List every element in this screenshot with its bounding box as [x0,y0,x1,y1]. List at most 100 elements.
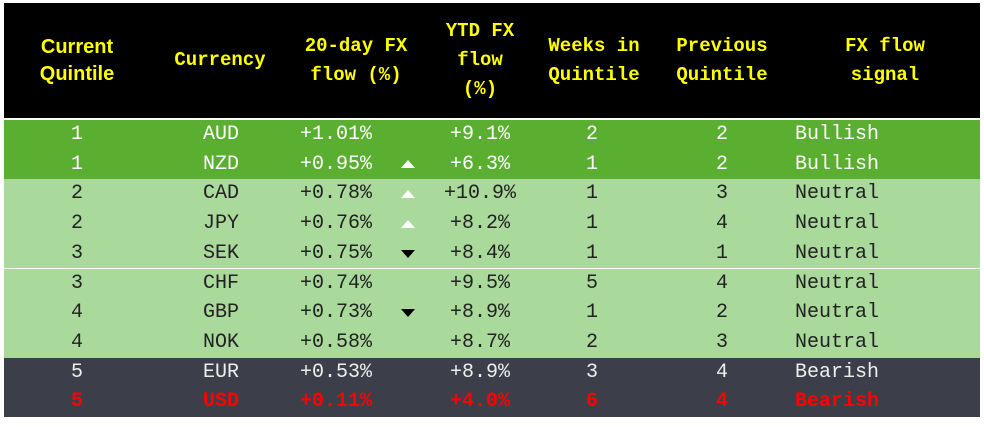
table-cell: GBP [202,301,239,325]
table-row: 5 EUR +0.53% +8.9% 3 4 Bearish [4,357,980,388]
table-cell: 3 [70,271,83,295]
header-text: flow [457,49,503,71]
table-row: 5 USD +0.11% +4.0% 6 4 Bearish [4,387,980,417]
table-cell: +9.5% [449,271,510,295]
table-cell: Neutral [795,301,880,325]
table-row: 4 NOK +0.58% +8.7% 2 3 Neutral [4,327,980,358]
table-cell: USD [202,390,239,414]
table-cell: 5 [585,271,598,295]
table-cell: Bearish [795,360,880,384]
table-cell: 4 [70,301,83,325]
table-cell: 2 [70,182,83,206]
table-row: 3 CHF +0.74% +9.5% 5 4 Neutral [4,268,980,299]
table-row: 2 CAD +0.78% +10.9% 1 3 Neutral [4,179,980,210]
table-cell: +1.01% [300,123,373,146]
table-row: 2 JPY +0.76% +8.2% 1 4 Neutral [4,209,980,239]
table-cell: +0.73% [300,301,373,325]
table-cell: +0.95% [300,152,373,176]
table-cell: +4.0% [449,390,510,414]
table-cell: +9.1% [449,123,510,146]
table-cell: NOK [202,330,239,354]
table-cell: +0.58% [300,330,373,354]
header-text: YTD FX [445,20,515,42]
header-cell: Previous Quintile [654,3,790,118]
table-cell: 2 [70,212,83,236]
header-cell: Currency [150,3,290,118]
table-cell: Neutral [795,182,880,206]
table-cell: +0.76% [300,212,373,236]
table-cell: 1 [585,241,598,265]
header-text: Current [40,35,114,58]
table-cell: +8.2% [449,212,510,236]
table-cell: +0.78% [300,182,373,206]
down-arrow [401,250,415,258]
table-cell: JPY [202,212,239,236]
table-cell: +8.4% [449,241,510,265]
table-cell: 1 [715,241,728,265]
table-cell: 5 [70,360,83,384]
table-cell: +0.53% [300,360,373,384]
header-text: flow (%) [310,63,402,86]
up-arrow [401,220,415,228]
table-cell: 6 [585,390,598,414]
header-cell: YTD FX flow (%) [426,3,534,118]
header-text: Quintile [548,63,640,86]
table-cell: +0.75% [300,241,373,265]
table-row: 1 NZD +0.95% +6.3% 1 2 Bullish [4,149,980,180]
table-cell: NZD [202,152,239,176]
table-cell: Bullish [795,152,880,176]
down-arrow [401,309,415,317]
header-text: Previous [676,34,768,57]
table-cell: 2 [715,301,728,325]
table-cell: 1 [70,152,83,176]
table-cell: 1 [585,152,598,176]
table-cell: SEK [202,241,239,265]
header-text: 20-day FX [304,34,408,57]
header-text: Quintile [39,62,115,85]
table-cell: +0.11% [300,390,373,414]
table-cell: Bullish [795,123,880,146]
table-row: 1 AUD +1.01% +9.1% 2 2 Bullish [4,120,980,150]
table-cell: CAD [202,182,239,206]
table-cell: 4 [715,212,728,236]
table-row: 3 SEK +0.75% +8.4% 1 1 Neutral [4,238,980,269]
up-arrow [401,190,415,198]
table-cell: +8.9% [449,360,510,384]
table-cell: +8.9% [449,301,510,325]
table-header: Current Quintile Currency 20-day FX flow (%)… [4,3,980,118]
table-cell: 4 [715,390,728,414]
table-cell: 2 [715,152,728,176]
table-cell: 1 [585,301,598,325]
table-cell: +10.9% [443,182,516,206]
table-cell: Neutral [795,212,880,236]
header-cell: 20-day FX flow (%) [286,3,426,118]
table-cell: +6.3% [449,152,510,176]
up-arrow [401,160,415,168]
table-cell: AUD [202,123,239,146]
table-cell: 5 [70,390,83,414]
table-cell: EUR [202,360,239,384]
table-cell: CHF [202,271,239,295]
header-text: Currency [174,49,266,71]
table-cell: 3 [715,330,728,354]
header-text: signal [850,63,920,86]
table-cell: 2 [585,123,598,146]
table-cell: 1 [585,212,598,236]
table-cell: 2 [585,330,598,354]
table-cell: 3 [585,360,598,384]
table-cell: 4 [715,271,728,295]
table-cell: 3 [715,182,728,206]
table-cell: Neutral [795,241,880,265]
table-cell: Neutral [795,330,880,354]
header-cell: FX flow signal [790,3,980,118]
table-cell: 1 [585,182,598,206]
header-cell: Weeks in Quintile [534,3,654,118]
fx-table: Current Quintile Currency 20-day FX flow (%)… [4,3,980,417]
table-cell: 4 [70,330,83,354]
table-cell: +8.7% [449,330,510,354]
table-cell: Neutral [795,271,880,295]
header-text: (%) [462,78,498,100]
header-text: Weeks in [548,34,640,57]
table-cell: Bearish [795,390,880,414]
